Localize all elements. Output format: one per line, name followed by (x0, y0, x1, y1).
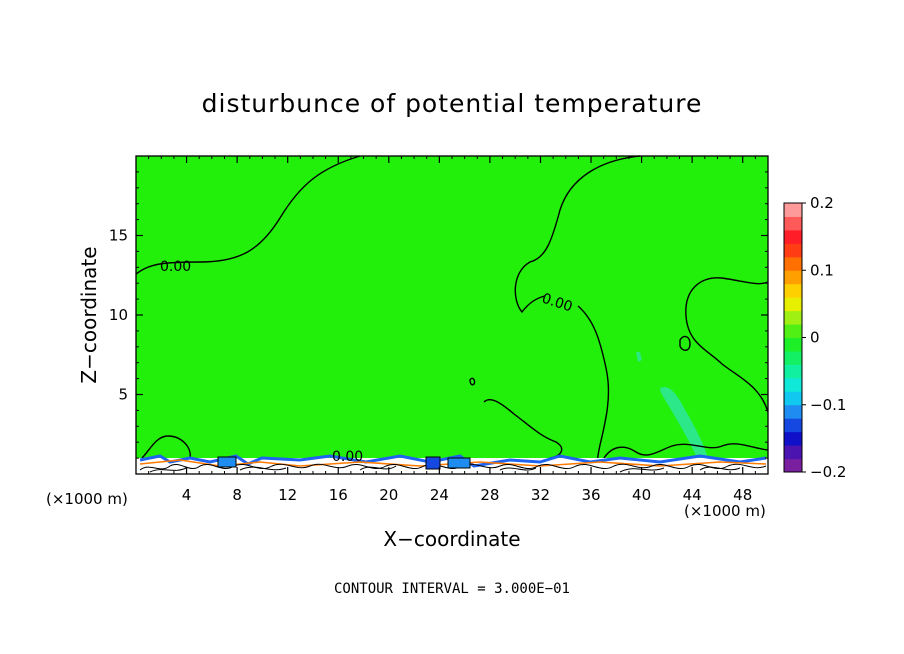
colorbar-swatch (784, 418, 802, 433)
colorbar-tick-label: −0.2 (810, 463, 846, 481)
colorbar-swatch (784, 283, 802, 298)
x-tick-label: 8 (232, 486, 242, 504)
colorbar-swatch (784, 350, 802, 365)
contour-line-upper-left (135, 155, 361, 275)
colorbar-swatch (784, 229, 802, 244)
colorbar-swatch (784, 404, 802, 419)
boundary-layer (136, 454, 768, 474)
x-tick-label: 16 (329, 486, 348, 504)
cyan-plume-region (660, 386, 708, 460)
x-axis-label: X−coordinate (383, 527, 520, 551)
y-tick-label: 15 (109, 227, 128, 245)
contour-interval-footer: CONTOUR INTERVAL = 3.000E−01 (334, 581, 570, 597)
y-axis-ticks: 5 10 15 (109, 171, 768, 459)
x-tick-label: 44 (683, 486, 702, 504)
contour-loop-small-right (679, 335, 691, 351)
boundary-blue-band (139, 454, 767, 468)
contour-label-1: 0.00 (160, 259, 191, 275)
colorbar-swatch (784, 431, 802, 446)
cyan-spot (636, 352, 642, 362)
x-tick-label: 36 (581, 486, 600, 504)
boundary-blue-block-2 (425, 456, 441, 470)
colorbar (783, 202, 803, 473)
colorbar-swatch (784, 310, 802, 325)
colorbar-tick-label: −0.1 (810, 396, 846, 414)
colorbar-swatch (784, 243, 802, 258)
contour-loop-small-mid (469, 377, 476, 386)
colorbar-swatch (784, 256, 802, 271)
x-tick-label: 24 (430, 486, 449, 504)
colorbar-tick-label: 0 (810, 329, 820, 347)
y-axis-label: Z−coordinate (77, 246, 101, 383)
colorbar-swatch (784, 458, 802, 473)
y-tick-label: 10 (109, 306, 128, 324)
boundary-black-wiggles-2 (149, 465, 741, 473)
colorbar-swatch (784, 297, 802, 312)
colorbar-swatch (784, 324, 802, 338)
colorbar-swatch (784, 445, 802, 460)
colorbar-swatch (784, 337, 802, 352)
boundary-blue-block-1 (217, 456, 237, 468)
x-tick-label: 28 (480, 486, 499, 504)
colorbar-swatch (784, 377, 802, 392)
zero-contours (135, 155, 769, 466)
colorbar-ticks: 0.2 0.1 0 −0.1 −0.2 (802, 194, 846, 481)
contour-line-lower-right (603, 443, 769, 459)
colorbar-tick-label: 0.2 (810, 194, 834, 212)
contour-line-right (685, 277, 769, 413)
x-tick-label: 48 (733, 486, 752, 504)
contour-line-center (514, 155, 641, 314)
colorbar-swatch (784, 216, 802, 231)
x-tick-label: 40 (632, 486, 651, 504)
contour-line-lower-mid (483, 398, 563, 459)
boundary-blue-block-3 (447, 457, 471, 469)
plot-area: 0.00 0.00 0.00 (135, 155, 769, 475)
colorbar-swatch (784, 391, 802, 406)
contour-line-lower-left (141, 435, 191, 459)
y-tick-label: 5 (118, 386, 128, 404)
colorbar-swatch (784, 364, 802, 379)
colorbar-swatch (784, 270, 802, 285)
contour-label-3: 0.00 (332, 449, 363, 465)
x-tick-label: 12 (278, 486, 297, 504)
x-unit-left: (×1000 m) (46, 490, 128, 508)
x-tick-label: 4 (182, 486, 192, 504)
plot-background (136, 156, 768, 474)
colorbar-swatch (784, 203, 802, 217)
x-axis-ticks: 4 8 12 16 20 24 28 32 36 40 44 48 (148, 156, 756, 504)
x-unit-right: (×1000 m) (684, 502, 766, 520)
x-tick-label: 20 (379, 486, 398, 504)
x-tick-label: 32 (531, 486, 550, 504)
colorbar-tick-label: 0.1 (810, 261, 834, 279)
contour-line-center-right (577, 305, 610, 466)
chart-title: disturbunce of potential temperature (202, 89, 703, 118)
